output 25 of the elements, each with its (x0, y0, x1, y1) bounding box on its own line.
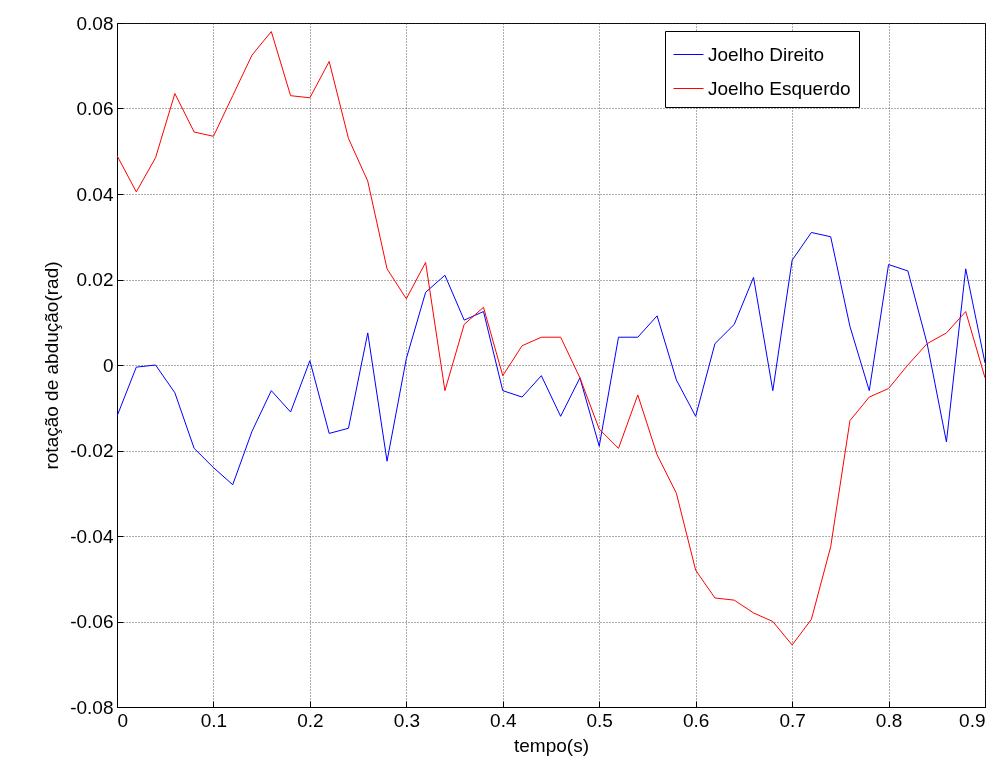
y-tick-label: 0.06 (76, 98, 114, 119)
x-tick-label: 0.9 (959, 709, 986, 731)
y-axis-title: rotação de abdução(rad) (41, 261, 63, 470)
line-series (117, 231, 985, 486)
y-tick-label: -0.04 (70, 525, 114, 547)
x-tick-label: 0.3 (393, 709, 421, 731)
y-tick-label: -0.02 (70, 440, 114, 461)
x-tick-label: 0.4 (490, 709, 517, 731)
x-tick-label: 0.1 (200, 709, 228, 731)
y-tick-label: 0.08 (76, 12, 114, 34)
legend-label: Joelho Direito (708, 43, 825, 65)
y-tick-label: 0.02 (76, 269, 114, 290)
line-series (117, 31, 985, 646)
x-tick-label: 0.5 (586, 709, 613, 731)
x-tick-label: 0.6 (682, 709, 710, 731)
x-tick-label: 0.2 (297, 709, 324, 731)
y-tick-label: 0 (102, 354, 114, 376)
y-tick-label: -0.06 (70, 611, 114, 632)
x-tick-label: 0.8 (875, 709, 903, 731)
x-tick-label: 0 (117, 709, 129, 731)
legend-label: Joelho Esquerdo (708, 77, 851, 99)
y-tick-label: -0.08 (70, 696, 114, 718)
y-tick-label: 0.04 (76, 183, 114, 205)
x-tick-label: 0.7 (779, 709, 806, 731)
x-axis-title: tempo(s) (514, 734, 589, 756)
